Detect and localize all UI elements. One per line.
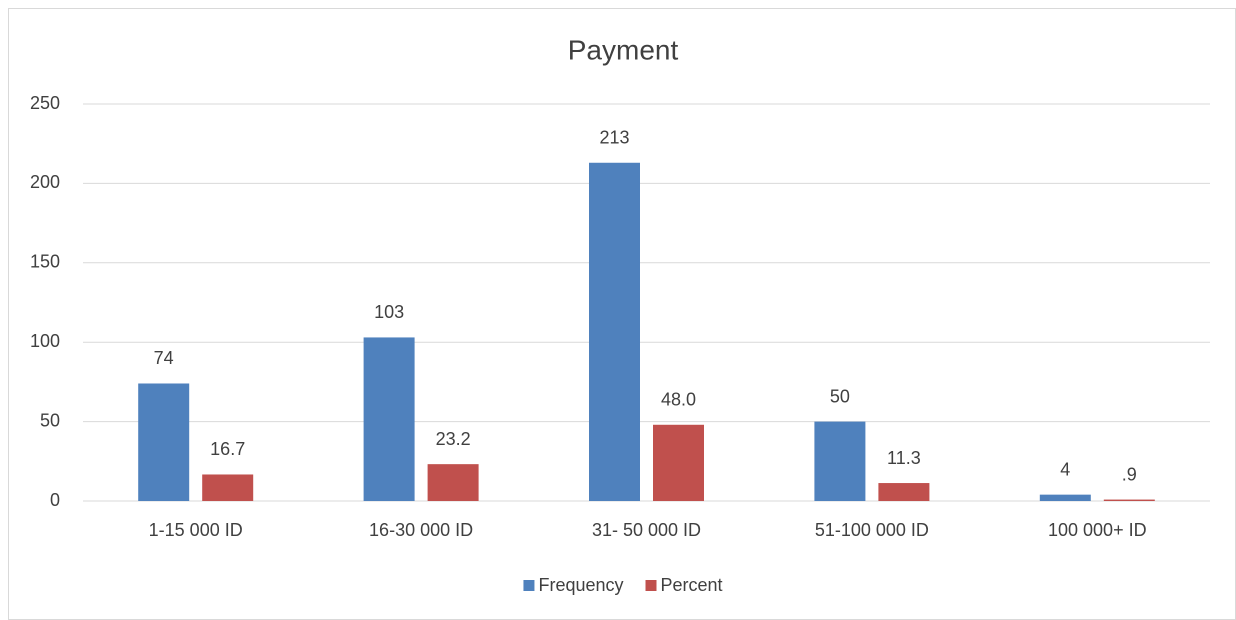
y-tick-label: 150 [30,252,60,272]
legend-swatch [645,580,657,591]
data-label: 213 [599,128,629,148]
legend-label: Frequency [538,575,623,595]
data-label: 11.3 [887,448,921,468]
bar [427,464,479,501]
legend-swatch [523,580,535,591]
bar [202,474,254,501]
bar [653,424,704,501]
y-tick-label: 0 [50,490,60,510]
data-label: 48.0 [661,390,696,410]
bar [878,483,930,501]
x-tick-label: 31- 50 000 ID [592,520,701,540]
x-tick-label: 51-100 000 ID [815,520,929,540]
data-label: 50 [830,386,850,406]
data-label: 16.7 [210,439,245,459]
bar [814,421,866,501]
y-tick-label: 200 [30,172,60,192]
y-tick-label: 50 [40,410,60,430]
data-label: .9 [1122,464,1137,484]
legend-label: Percent [661,575,723,595]
bar [1039,494,1091,501]
bar [589,162,640,502]
data-label: 74 [154,348,174,368]
data-label: 4 [1060,459,1070,479]
x-tick-label: 100 000+ ID [1048,520,1147,540]
chart-title: Payment [568,34,679,65]
x-tick-label: 16-30 000 ID [369,520,473,540]
bar [1103,499,1155,501]
data-label: 103 [374,302,404,322]
y-tick-label: 250 [30,93,60,113]
x-tick-label: 1-15 000 ID [149,520,243,540]
bar [138,383,190,501]
y-tick-label: 100 [30,331,60,351]
data-label: 23.2 [436,429,471,449]
bar [363,337,415,501]
